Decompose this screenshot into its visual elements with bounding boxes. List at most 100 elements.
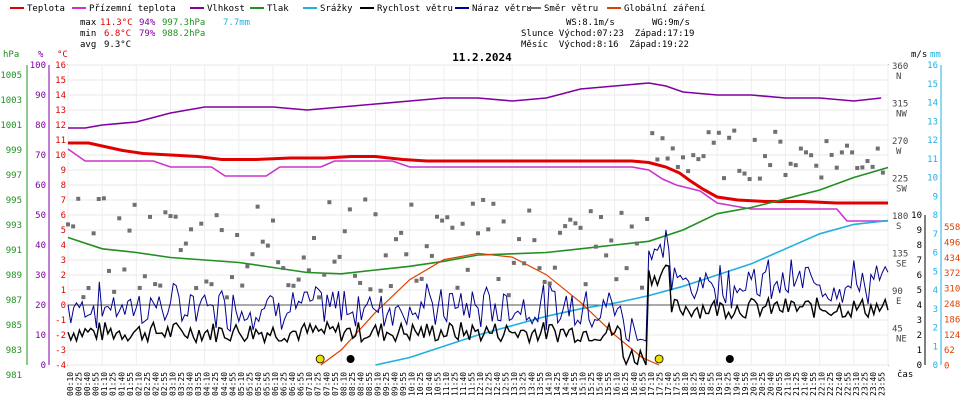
time-tick-50: 12:40 — [493, 372, 502, 396]
rad-tick-8: 62 — [944, 346, 955, 356]
time-tick-19: 04:55 — [228, 372, 237, 396]
moonset-icon — [725, 355, 734, 363]
series-line-1 — [68, 141, 888, 205]
wind-dir-point-11 — [122, 267, 127, 272]
wind-dir-point-150 — [834, 165, 839, 170]
wind-dir-point-156 — [865, 159, 870, 164]
time-tick-34: 08:40 — [356, 372, 365, 396]
wind-dir-point-67 — [409, 202, 414, 207]
time-tick-58: 14:40 — [561, 372, 570, 396]
time-tick-75: 18:55 — [707, 372, 716, 396]
wind-dir-point-2 — [76, 196, 81, 201]
time-tick-72: 18:10 — [681, 372, 690, 396]
legend-label-5: Srážky — [320, 4, 353, 14]
dir-tick-deg-6: 90 — [892, 287, 903, 297]
stats-avg-temp: 9.3°C — [104, 40, 131, 50]
wind-dir-point-93 — [542, 279, 547, 284]
hpa-tick-10: 985 — [6, 321, 22, 331]
wind-dir-point-6 — [96, 196, 101, 201]
rad-tick-9: 0 — [944, 362, 949, 372]
hpa-tick-7: 991 — [6, 246, 22, 256]
dir-tick-deg-7: 45 — [892, 325, 903, 335]
hpa-tick-0: 1005 — [0, 71, 22, 81]
wind-dir-point-1 — [71, 224, 76, 229]
wind-dir-point-0 — [66, 222, 70, 227]
temp-tick-1: 15 — [55, 76, 66, 86]
sunrise-icon — [315, 354, 325, 364]
legend-label-9: Globální záření — [624, 4, 705, 14]
wind-dir-point-25 — [194, 286, 199, 291]
wind-dir-point-136 — [763, 154, 767, 159]
moonrise-icon — [346, 355, 355, 363]
temp-tick-13: 3 — [61, 256, 66, 266]
wind-gust-line — [67, 229, 889, 343]
dir-tick-name-4: S — [896, 222, 901, 232]
pct-tick-2: 80 — [35, 121, 46, 131]
wind-dir-point-134 — [752, 137, 757, 142]
wind-dir-point-107 — [614, 277, 619, 282]
time-tick-77: 19:25 — [724, 372, 733, 396]
temp-tick-16: 0 — [61, 301, 66, 311]
temp-tick-9: 7 — [61, 196, 66, 206]
wind-dir-point-123 — [696, 157, 701, 162]
wind-dir-point-61 — [378, 288, 383, 293]
time-tick-23: 05:55 — [262, 372, 271, 396]
temp-tick-10: 6 — [61, 211, 66, 221]
mm-tick-10: 6 — [933, 249, 938, 259]
hpa-tick-5: 995 — [6, 196, 22, 206]
wind-dir-point-74 — [445, 215, 450, 220]
legend-label-8: Směr větru — [544, 4, 598, 14]
wind-dir-point-130 — [732, 128, 737, 133]
dir-tick-deg-1: 315 — [892, 100, 908, 110]
time-tick-74: 18:40 — [698, 372, 707, 396]
time-tick-7: 01:55 — [126, 372, 135, 396]
ms-tick-1: 9 — [917, 226, 922, 236]
wind-dir-point-95 — [552, 265, 557, 270]
wind-dir-point-99 — [573, 221, 578, 226]
time-tick-81: 20:25 — [758, 372, 767, 396]
time-tick-78: 19:40 — [732, 372, 741, 396]
wind-dir-point-80 — [476, 231, 480, 236]
wind-dir-point-149 — [829, 152, 834, 157]
wind-dir-point-127 — [716, 130, 721, 135]
legend-label-1: Teplota — [27, 4, 65, 14]
time-tick-22: 05:40 — [254, 372, 263, 396]
time-tick-63: 15:55 — [604, 372, 613, 396]
wind-dir-point-122 — [691, 153, 696, 158]
wind-dir-point-33 — [235, 233, 240, 238]
temp-tick-17: -1 — [55, 316, 66, 326]
wind-dir-point-137 — [768, 163, 773, 168]
dir-tick-name-0: N — [896, 72, 901, 82]
wind-dir-point-81 — [481, 197, 486, 202]
wind-dir-point-138 — [773, 129, 778, 134]
dir-tick-name-7: NE — [896, 335, 907, 345]
temp-tick-8: 8 — [61, 181, 66, 191]
time-tick-16: 04:10 — [203, 372, 212, 396]
stats-min-temp: 6.8°C — [104, 29, 131, 39]
info-moon: Měsíc Východ:8:16 Západ:19:22 — [521, 40, 689, 50]
ms-tick-8: 2 — [917, 331, 922, 341]
temp-tick-3: 13 — [55, 106, 66, 116]
wind-dir-point-65 — [399, 230, 404, 235]
mm-tick-9: 7 — [933, 230, 938, 240]
temp-tick-20: -4 — [55, 361, 66, 371]
wind-dir-point-78 — [465, 267, 470, 272]
dir-tick-deg-0: 360 — [892, 62, 908, 72]
time-tick-64: 16:10 — [613, 372, 622, 396]
wind-dir-point-157 — [870, 164, 875, 169]
hpa-tick-9: 987 — [6, 296, 22, 306]
wind-dir-point-83 — [491, 201, 496, 206]
wind-dir-point-87 — [511, 260, 516, 265]
wind-dir-point-151 — [839, 150, 844, 155]
temp-tick-4: 12 — [55, 121, 66, 131]
time-tick-62: 15:40 — [596, 372, 605, 396]
wind-dir-point-56 — [353, 273, 357, 278]
mm-tick-11: 5 — [933, 267, 938, 277]
wind-dir-point-28 — [209, 282, 214, 287]
wind-dir-point-58 — [363, 197, 368, 202]
wind-dir-point-53 — [337, 254, 342, 259]
temp-tick-0: 16 — [55, 61, 66, 71]
mm-tick-4: 12 — [927, 136, 938, 146]
time-tick-69: 17:25 — [655, 372, 664, 396]
